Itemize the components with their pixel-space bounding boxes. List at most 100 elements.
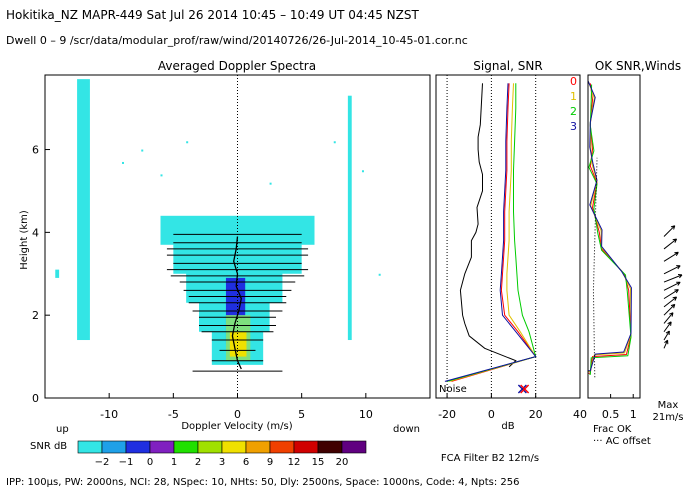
header-line-2: Dwell 0 – 9 /scr/data/modular_prof/raw/w… <box>6 34 468 47</box>
frac-ok-line <box>588 83 632 374</box>
wind-vector-arrow <box>663 339 669 349</box>
colorbar-swatch <box>221 440 247 454</box>
signal-x-tick-label: 40 <box>573 408 587 421</box>
colorbar-tick-label: 2 <box>195 457 201 468</box>
spectra-y-tick-label: 6 <box>32 144 39 157</box>
colorbar-swatch <box>269 440 295 454</box>
wind-vector-arrow <box>663 321 672 333</box>
colorbar-tick-label: 12 <box>288 457 301 468</box>
signal-x-tick-label: 20 <box>529 408 543 421</box>
spectra-x-label: Doppler Velocity (m/s) <box>181 421 292 432</box>
spectra-title: Averaged Doppler Spectra <box>158 59 316 73</box>
spectra-patch <box>55 269 60 278</box>
noise-marker <box>520 384 530 394</box>
signal-x-tick-label: -20 <box>438 408 456 421</box>
frac-ok-line <box>588 81 632 372</box>
spectra-y-tick-label: 0 <box>32 392 39 405</box>
signal-x-label: dB <box>501 421 514 432</box>
spectra-speckle <box>186 141 189 144</box>
signal-profiles <box>444 83 537 382</box>
up-label: up <box>56 424 69 435</box>
spectra-speckle <box>141 149 144 152</box>
spectra-speckle <box>160 174 163 177</box>
spectra-x-tick-label: -5 <box>168 408 179 421</box>
spectra-y-tick-label: 4 <box>32 226 39 239</box>
colorbar-swatch <box>317 440 343 454</box>
beam-legend-label: 3 <box>570 120 577 133</box>
spectra-heatmap <box>55 79 381 365</box>
wind-vector-arrow <box>663 281 681 291</box>
spectra-x-tick-label: 0 <box>234 408 241 421</box>
winds-x-tick-label: 0.5 <box>602 408 620 421</box>
spectra-y-ticks: 0 2 4 6 <box>32 144 50 405</box>
wind-vector-arrow <box>663 238 678 250</box>
spectra-speckle <box>361 170 364 173</box>
spectra-speckle <box>269 182 272 185</box>
winds-title: OK SNR,Winds <box>595 59 681 73</box>
signal-frame <box>435 74 581 399</box>
beam-legend: 0 1 2 3 <box>570 75 577 133</box>
wind-vector-arrow <box>663 289 679 300</box>
colorbar-tick-label: 6 <box>243 457 249 468</box>
signal-reference-lines <box>446 75 537 398</box>
spectra-x-tick-label: -10 <box>100 408 118 421</box>
wind-vector-arrow <box>663 251 679 262</box>
spectra-y-label: Height (km) <box>19 210 30 270</box>
filter-note: FCA Filter B2 12m/s <box>441 453 539 464</box>
spectra-speckle <box>378 273 381 276</box>
wind-vector-arrow <box>663 274 683 283</box>
beam-legend-label: 1 <box>570 90 577 103</box>
frac-ok-label: Frac OK <box>593 424 632 435</box>
colorbar-swatch <box>245 440 271 454</box>
header-line-1: Hokitika_NZ MAPR-449 Sat Jul 26 2014 10:… <box>6 8 419 22</box>
spectra-x-ticks: -10 -5 0 5 10 <box>100 393 373 421</box>
noise-label: Noise <box>439 384 467 395</box>
down-label: down <box>393 424 420 435</box>
spectra-speckle <box>122 161 124 164</box>
wind-vector-arrow <box>663 265 681 275</box>
wind-vector-arrow <box>663 330 670 341</box>
colorbar-swatch <box>341 440 367 454</box>
spectra-patch <box>347 95 352 341</box>
signal-profile-line <box>459 83 517 368</box>
noise-markers <box>517 384 530 394</box>
signal-profile-line <box>446 83 537 382</box>
snr-colorbar: −2 −1 0 1 2 3 6 9 12 15 20 <box>77 440 367 468</box>
spectra-x-tick-label: 5 <box>298 408 305 421</box>
spectra-y-tick-label: 2 <box>32 309 39 322</box>
winds-x-tick-label: 1 <box>630 408 637 421</box>
colorbar-swatch <box>173 440 199 454</box>
mean-velocity-line <box>231 236 242 370</box>
wind-vectors <box>663 225 683 349</box>
colorbar-swatch <box>101 440 127 454</box>
wind-vector-arrow <box>663 296 678 308</box>
colorbar-swatch <box>125 440 151 454</box>
vector-scale-label: Max 21m/s <box>652 400 683 423</box>
beam-legend-label: 0 <box>570 75 577 88</box>
signal-profile-line <box>444 83 537 382</box>
wind-vector-arrow <box>663 303 676 316</box>
signal-profile-line <box>451 83 537 382</box>
colorbar-swatch <box>149 440 175 454</box>
spectra-patch <box>77 79 90 341</box>
colorbar-label: SNR dB <box>30 441 67 452</box>
spectra-x-tick-label: 10 <box>359 408 373 421</box>
wind-vector-arrow <box>663 312 674 324</box>
colorbar-swatch <box>197 440 223 454</box>
colorbar-swatch <box>293 440 319 454</box>
footer-parameters: IPP: 100μs, PW: 2000ns, NCI: 28, NSpec: … <box>6 477 519 488</box>
signal-profile-line <box>449 83 537 382</box>
frac-ok-line <box>587 80 632 372</box>
winds-x-ticks: 0.5 1 <box>602 394 637 421</box>
signal-title: Signal, SNR <box>473 59 542 73</box>
ac-offset-label: ··· AC offset <box>593 436 651 447</box>
colorbar-tick-label: 3 <box>219 457 225 468</box>
colorbar-swatch <box>77 440 103 454</box>
colorbar-tick-label: 9 <box>267 457 273 468</box>
spectra-patch <box>173 240 302 274</box>
winds-frame <box>587 74 641 399</box>
colorbar-tick-label: −1 <box>119 457 134 468</box>
signal-x-tick-label: 0 <box>488 408 495 421</box>
colorbar-tick-label: 15 <box>312 457 325 468</box>
